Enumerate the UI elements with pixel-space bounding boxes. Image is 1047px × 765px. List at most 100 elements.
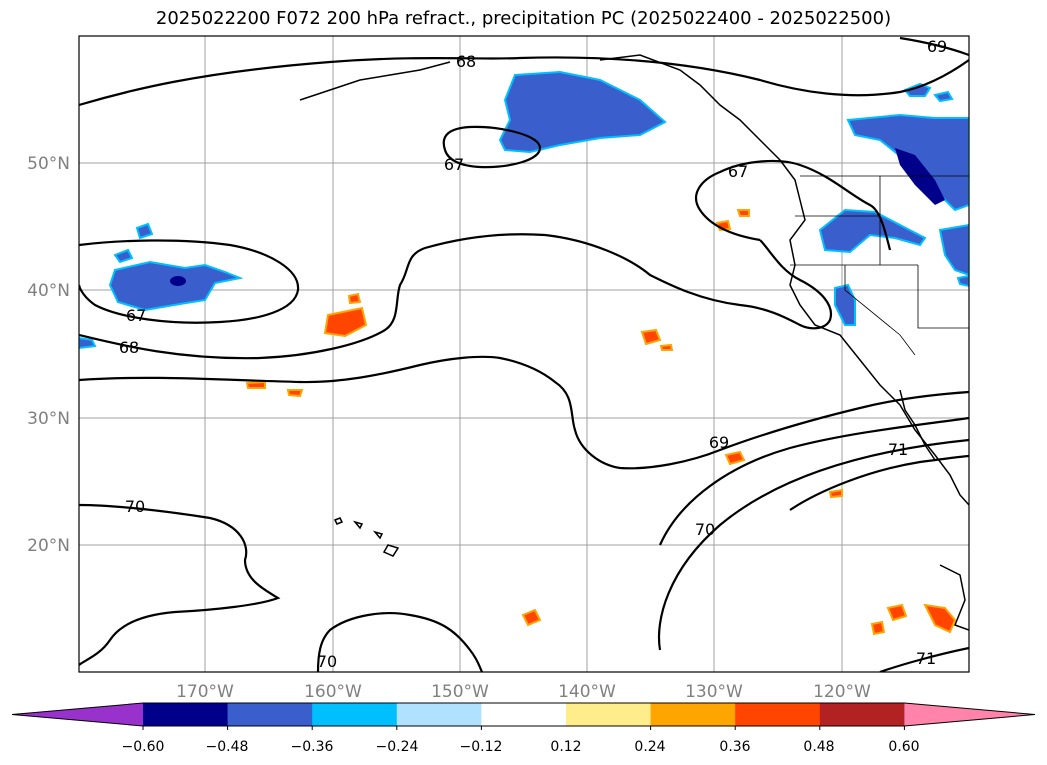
colorbar-segment: [396, 703, 482, 726]
border-nv: [917, 265, 969, 329]
coastline-west-us: [789, 199, 969, 506]
contour-label: 71: [916, 649, 936, 668]
precip-blob-nw-dark: [895, 148, 945, 205]
coastline-aleutians: [299, 61, 451, 101]
colorbar-tick-label: −0.60: [122, 739, 165, 755]
contour-67-east: [694, 159, 892, 251]
contour-label: 71: [888, 440, 908, 459]
contour-label: 69: [709, 433, 729, 452]
precip-blob-small-3: [79, 336, 97, 350]
lon-label-140w: 140°W: [558, 682, 616, 702]
contour-67-gulf: [442, 125, 542, 169]
contour-label: 67: [728, 162, 748, 181]
precip-positive-areas: [245, 209, 957, 636]
map-frame: [78, 35, 970, 673]
contour-70-south: [316, 612, 483, 672]
coastline-hawaii: [333, 517, 400, 557]
precip-blob-red-14: [659, 343, 674, 351]
precip-blob-red-2: [347, 292, 362, 305]
precip-blob-red-9: [828, 488, 843, 499]
contour-69-ne: [899, 36, 969, 57]
contour-71: [658, 416, 969, 546]
precip-blob-idaho: [938, 223, 969, 277]
colorbar-tick-label: 0.12: [550, 739, 581, 755]
lon-label-170w: 170°W: [176, 682, 234, 702]
state-borders: [790, 175, 969, 356]
precip-blob-small-5: [933, 90, 954, 103]
colorbar-tick-label: 0.36: [719, 739, 750, 755]
precip-blob-red-4: [724, 450, 746, 466]
colorbar-segment: [312, 703, 398, 726]
coastline-mexico-south: [939, 564, 969, 631]
contour-label: 70: [125, 497, 145, 516]
colorbar-tick-label: 0.24: [634, 739, 665, 755]
lon-labels: 170°W 160°W 150°W 140°W 130°W 120°W: [176, 682, 871, 702]
lat-label-20n: 20°N: [27, 536, 70, 556]
lat-label-40n: 40°N: [27, 281, 70, 301]
contour-67-west: [79, 239, 300, 324]
precip-blob-small-2: [135, 222, 154, 240]
colorbar-extend-high: [904, 703, 1035, 726]
lon-label-150w: 150°W: [431, 682, 489, 702]
lat-label-30n: 30°N: [27, 409, 70, 429]
contour-label: 67: [444, 155, 464, 174]
colorbar-tick-labels: −0.60 −0.48 −0.36 −0.24 −0.12 0.12 0.24 …: [122, 739, 920, 755]
colorbar-segment: [566, 703, 652, 726]
colorbar-segment: [143, 703, 229, 726]
map-title: 2025022200 F072 200 hPa refract., precip…: [155, 8, 892, 29]
lat-labels: 50°N 40°N 30°N 20°N: [27, 154, 70, 556]
precip-blob-red-11: [286, 389, 304, 398]
lon-label-160w: 160°W: [304, 682, 362, 702]
precip-blob-red-7: [886, 603, 908, 622]
colorbar-tick-label: −0.36: [291, 739, 334, 755]
contour-68-north: [79, 56, 969, 107]
precip-blob-california: [834, 283, 856, 326]
precip-blob-red-1: [323, 306, 368, 338]
refractivity-contours: [79, 36, 969, 672]
colorbar-extend-low: [12, 703, 143, 726]
precip-blob-small-1: [903, 82, 932, 97]
contour-70-west: [79, 503, 281, 666]
colorbar-tick-label: −0.48: [206, 739, 249, 755]
contour-68-main: [79, 233, 833, 360]
lon-label-130w: 130°W: [685, 682, 743, 702]
colorbar: [11, 702, 1036, 730]
precip-blob-small-4: [113, 248, 134, 264]
contour-71-se: [879, 646, 969, 672]
colorbar-segment: [227, 703, 313, 726]
colorbar-segment: [481, 703, 567, 726]
contour-label: 67: [126, 306, 146, 325]
precip-blob-red-5: [521, 608, 542, 627]
contour-70-lower-right: [657, 438, 969, 651]
precip-blob-red-13: [736, 209, 750, 217]
precip-blob-red-3: [640, 328, 662, 346]
precip-blob-red-6: [923, 603, 957, 634]
contour-labels: 68 69 67 67 67 68 69 71 70 70 70 71: [119, 37, 947, 671]
precip-blob-small-6: [956, 274, 969, 288]
lat-label-50n: 50°N: [27, 154, 70, 174]
contour-label: 70: [317, 652, 337, 671]
colorbar-tick-label: 0.48: [803, 739, 834, 755]
precip-blob-west: [108, 260, 244, 312]
border-nv-ca: [844, 265, 916, 356]
contour-label: 70: [695, 520, 715, 539]
precip-blob-red-10: [245, 380, 266, 389]
precip-blob-red-8: [870, 620, 886, 636]
lon-label-120w: 120°W: [813, 682, 871, 702]
colorbar-segment: [650, 703, 736, 726]
contour-label: 68: [456, 52, 476, 71]
precip-negative-areas: [79, 70, 969, 350]
precip-blob-gulf-alaska: [498, 70, 667, 154]
contour-71-inner: [789, 454, 969, 511]
precip-blob-oregon: [818, 208, 927, 254]
contour-label: 68: [119, 338, 139, 357]
contour-label: 69: [927, 37, 947, 56]
colorbar-tick-label: 0.60: [888, 739, 919, 755]
colorbar-segment: [819, 703, 905, 726]
colorbar-tick-label: −0.24: [376, 739, 419, 755]
colorbar-segment: [735, 703, 821, 726]
colorbar-tick-label: −0.12: [460, 739, 503, 755]
contour-69-main: [79, 355, 969, 470]
precip-blob-dark: [170, 276, 186, 286]
